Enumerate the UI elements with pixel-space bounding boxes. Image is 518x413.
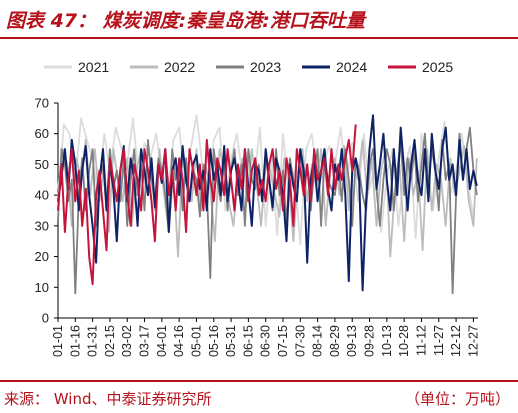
x-tick-label: 01-01 — [51, 325, 65, 357]
x-tick-label: 11-12 — [414, 325, 428, 356]
legend-item-2025: 2025 — [388, 59, 453, 75]
x-tick-label: 08-29 — [328, 325, 342, 357]
x-tick-label: 01-31 — [86, 325, 100, 357]
x-axis: 01-01 01-16 01-31 02-15 03-02 03-17 04-01 04-16… — [51, 317, 480, 357]
x-tick-label: 05-16 — [207, 325, 221, 357]
y-tick-label: 40 — [35, 188, 49, 203]
legend-label: 2024 — [336, 59, 367, 75]
line-chart: 2021 2022 2023 2024 2025 0 10 20 30 40 50 60 70 01-… — [35, 59, 481, 357]
x-tick-label: 04-01 — [155, 325, 169, 357]
legend-label: 2021 — [78, 59, 109, 75]
legend-item-2022: 2022 — [130, 59, 195, 75]
y-tick-label: 0 — [42, 311, 49, 326]
unit-note: （单位：万吨） — [404, 390, 510, 408]
x-tick-label: 03-02 — [120, 325, 134, 357]
series-line-2025 — [57, 124, 357, 286]
x-tick-label: 07-15 — [276, 325, 290, 357]
x-tick-label: 01-16 — [68, 325, 82, 357]
y-tick-label: 60 — [35, 126, 49, 141]
figure-footer: 来源： Wind、中泰证券研究所 （单位：万吨） — [0, 380, 518, 413]
chart-legend: 2021 2022 2023 2024 2025 — [44, 59, 453, 75]
footer-divider — [0, 380, 518, 382]
x-tick-label: 04-16 — [172, 325, 186, 357]
x-tick-label: 06-30 — [259, 325, 273, 357]
series-layer — [57, 114, 478, 295]
x-tick-label: 09-28 — [363, 325, 377, 357]
x-tick-label: 12-12 — [449, 325, 463, 357]
x-tick-label: 12-27 — [466, 325, 480, 357]
y-tick-label: 10 — [35, 280, 49, 295]
x-tick-label: 05-31 — [224, 325, 238, 357]
y-tick-label: 20 — [35, 249, 49, 264]
x-tick-label: 05-01 — [189, 325, 203, 357]
legend-label: 2025 — [422, 59, 453, 75]
y-tick-label: 30 — [35, 218, 49, 233]
x-tick-label: 10-13 — [380, 325, 394, 357]
x-tick-label: 10-28 — [397, 325, 411, 357]
source-note: 来源： Wind、中泰证券研究所 — [4, 390, 212, 408]
legend-label: 2022 — [164, 59, 195, 75]
y-tick-label: 70 — [35, 96, 49, 111]
x-tick-label: 11-27 — [432, 325, 446, 356]
legend-item-2023: 2023 — [216, 59, 281, 75]
x-tick-label: 02-15 — [103, 325, 117, 357]
y-axis: 0 10 20 30 40 50 60 70 — [35, 96, 59, 326]
figure-title: 图表 47： 煤炭调度:秦皇岛港:港口吞吐量 — [6, 10, 365, 32]
legend-item-2021: 2021 — [44, 59, 109, 75]
x-tick-label: 08-14 — [311, 325, 325, 357]
figure-header: 图表 47： 煤炭调度:秦皇岛港:港口吞吐量 — [0, 0, 518, 40]
title-divider — [0, 37, 518, 39]
x-tick-label: 07-30 — [293, 325, 307, 357]
x-tick-label: 09-13 — [345, 325, 359, 357]
legend-label: 2023 — [250, 59, 281, 75]
x-tick-label: 06-15 — [241, 325, 255, 357]
y-tick-label: 50 — [35, 157, 49, 172]
x-tick-label: 03-17 — [138, 325, 152, 357]
legend-item-2024: 2024 — [302, 59, 367, 75]
